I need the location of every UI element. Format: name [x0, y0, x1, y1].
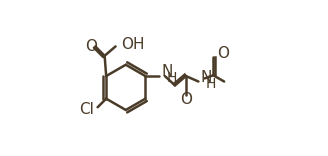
Text: H: H	[205, 77, 216, 91]
Text: N: N	[162, 64, 173, 79]
Text: H: H	[166, 71, 177, 85]
Text: O: O	[180, 92, 192, 107]
Text: OH: OH	[121, 37, 145, 52]
Text: N: N	[201, 70, 212, 85]
Text: O: O	[217, 46, 229, 61]
Text: Cl: Cl	[79, 102, 94, 117]
Text: O: O	[85, 39, 97, 54]
